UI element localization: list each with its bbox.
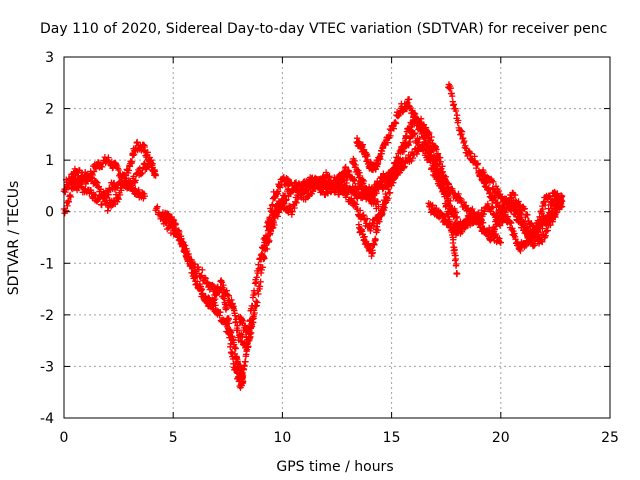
y-tick-label: -2	[40, 308, 54, 324]
y-tick-label: 3	[45, 50, 54, 66]
y-tick-label: 1	[45, 153, 54, 169]
series-track-2	[60, 138, 159, 217]
series-track-17	[475, 166, 566, 242]
data-series	[60, 81, 566, 391]
y-tick-label: -4	[40, 411, 54, 427]
y-tick-label: 2	[45, 102, 54, 118]
x-tick-label: 5	[169, 430, 178, 446]
axis-ticks: 0 5 10 15 20 25 -4 -3 -2 -1 0 1 2 3	[40, 50, 619, 446]
y-axis-label: SDTVAR / TECUs	[6, 181, 22, 296]
x-tick-label: 10	[273, 430, 291, 446]
series-markers	[63, 174, 148, 209]
plot-frame	[63, 56, 611, 419]
x-tick-label: 20	[492, 430, 510, 446]
y-tick-label: -3	[40, 359, 54, 375]
y-tick-label: -1	[40, 256, 54, 272]
series-markers	[475, 166, 566, 242]
chart-title: Day 110 of 2020, Sidereal Day-to-day VTE…	[40, 21, 607, 37]
y-tick-label: 0	[45, 205, 54, 221]
series-track-3	[63, 174, 148, 209]
x-tick-label: 0	[60, 430, 69, 446]
series-markers	[60, 138, 159, 217]
x-tick-label: 25	[601, 430, 619, 446]
x-tick-label: 15	[383, 430, 401, 446]
x-axis-label: GPS time / hours	[276, 459, 393, 475]
